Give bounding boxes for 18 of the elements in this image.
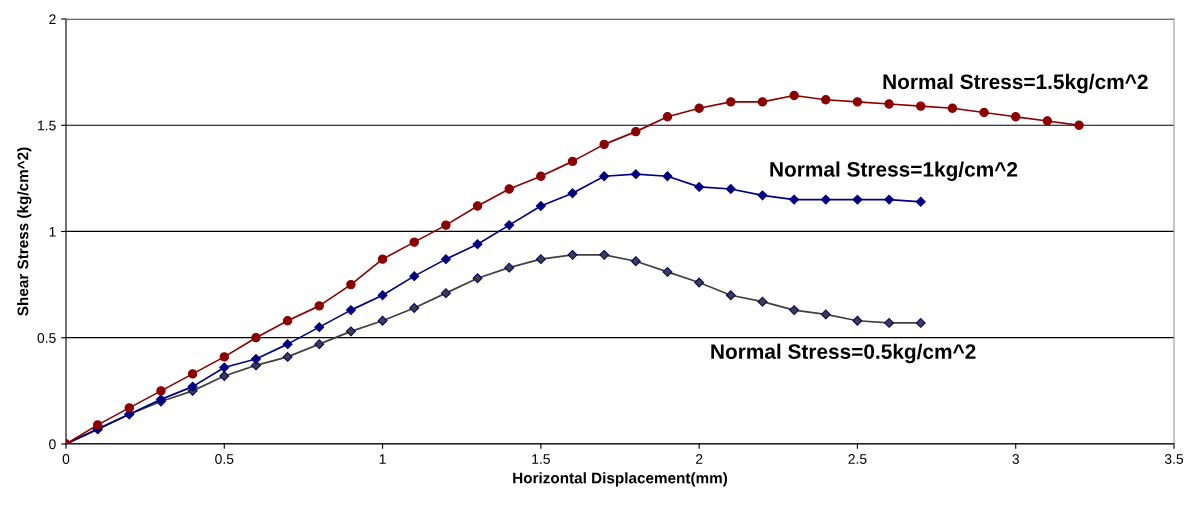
y-tick-label: 0 [49,439,56,450]
y-tick-label: 0.5 [37,333,56,343]
x-tick-label: 1 [379,454,386,464]
x-tick-label: 2 [695,454,703,464]
x-tick-label: 2.5 [848,454,867,464]
y-tick-label: 1.5 [38,120,56,131]
x-tick-label: 0.5 [215,454,234,464]
series-label: Normal Stress=0.5kg/cm^2 [711,343,976,364]
y-tick-label: 1 [49,226,56,237]
y-tick-label: 2 [49,14,56,25]
x-tick-label: 3 [1012,454,1019,464]
x-tick-label: 0 [62,454,70,464]
y-axis-title: Shear Stress (kg/cm^2) [17,147,32,316]
series-label: Normal Stress=1.5kg/cm^2 [883,73,1148,94]
x-tick-label: 1.5 [532,454,550,464]
series-label: Normal Stress=1kg/cm^2 [770,161,1018,181]
x-axis-title: Horizontal Displacement(mm) [513,472,728,487]
x-tick-label: 3.5 [1164,454,1184,464]
